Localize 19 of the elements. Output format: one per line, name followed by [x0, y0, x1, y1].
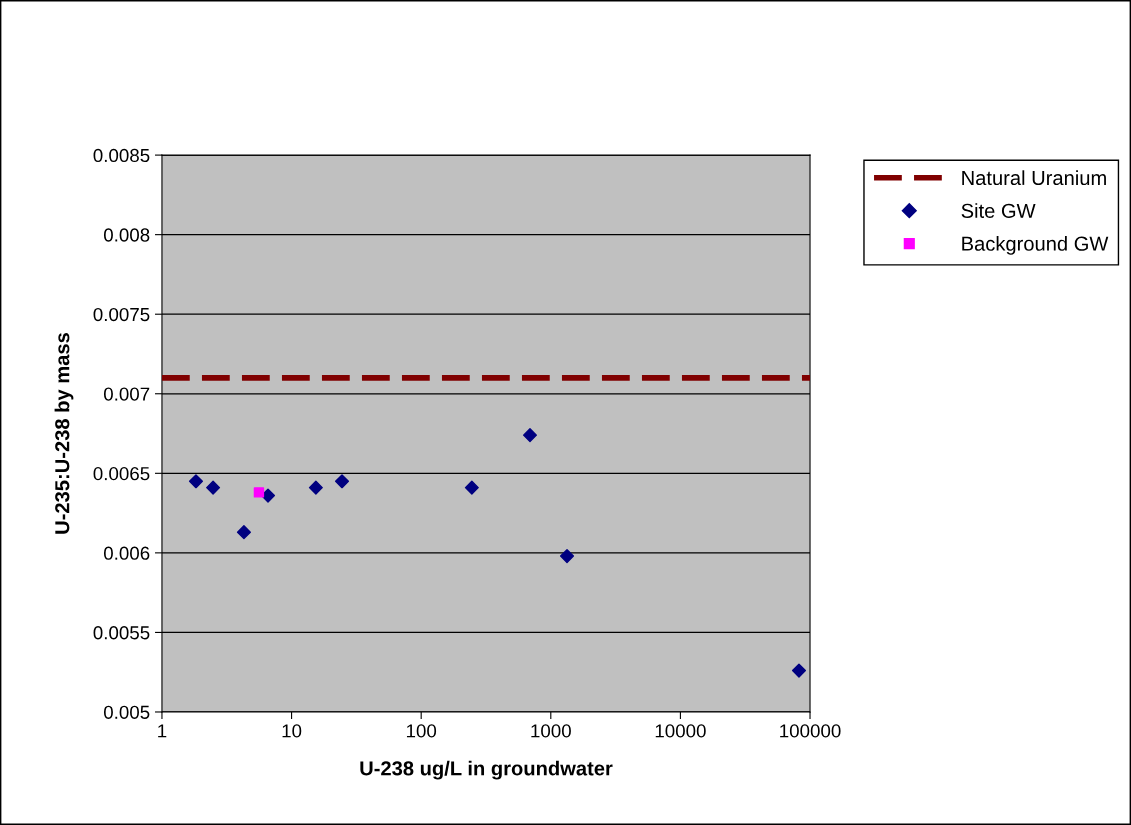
- x-tick-label: 10000: [655, 724, 706, 738]
- x-tick-label: 100: [406, 724, 437, 738]
- y-tick-label: 0.0085: [93, 148, 150, 163]
- y-tick-label: 0.005: [103, 705, 150, 719]
- y-tick-label: 0.0075: [93, 307, 150, 322]
- legend-label: Background GW: [962, 236, 1109, 255]
- y-tick-label: 0.006: [103, 546, 150, 560]
- y-tick-label: 0.007: [103, 387, 150, 401]
- y-tick-label: 0.0055: [93, 626, 150, 640]
- y-axis-title: U-235:U-238 by mass: [54, 333, 74, 534]
- x-tick-label: 100000: [780, 724, 841, 738]
- legend-label: Natural Uranium: [962, 170, 1106, 186]
- x-tick-label: 10: [282, 724, 302, 738]
- x-tick-label: 1000: [531, 724, 571, 738]
- x-axis-title: U-238 ug/L in groundwater: [360, 760, 613, 780]
- x-tick-label: 1: [158, 724, 167, 738]
- legend-label: Site GW: [961, 203, 1036, 218]
- y-tick-label: 0.008: [103, 228, 150, 242]
- y-tick-label: 0.0065: [93, 467, 150, 481]
